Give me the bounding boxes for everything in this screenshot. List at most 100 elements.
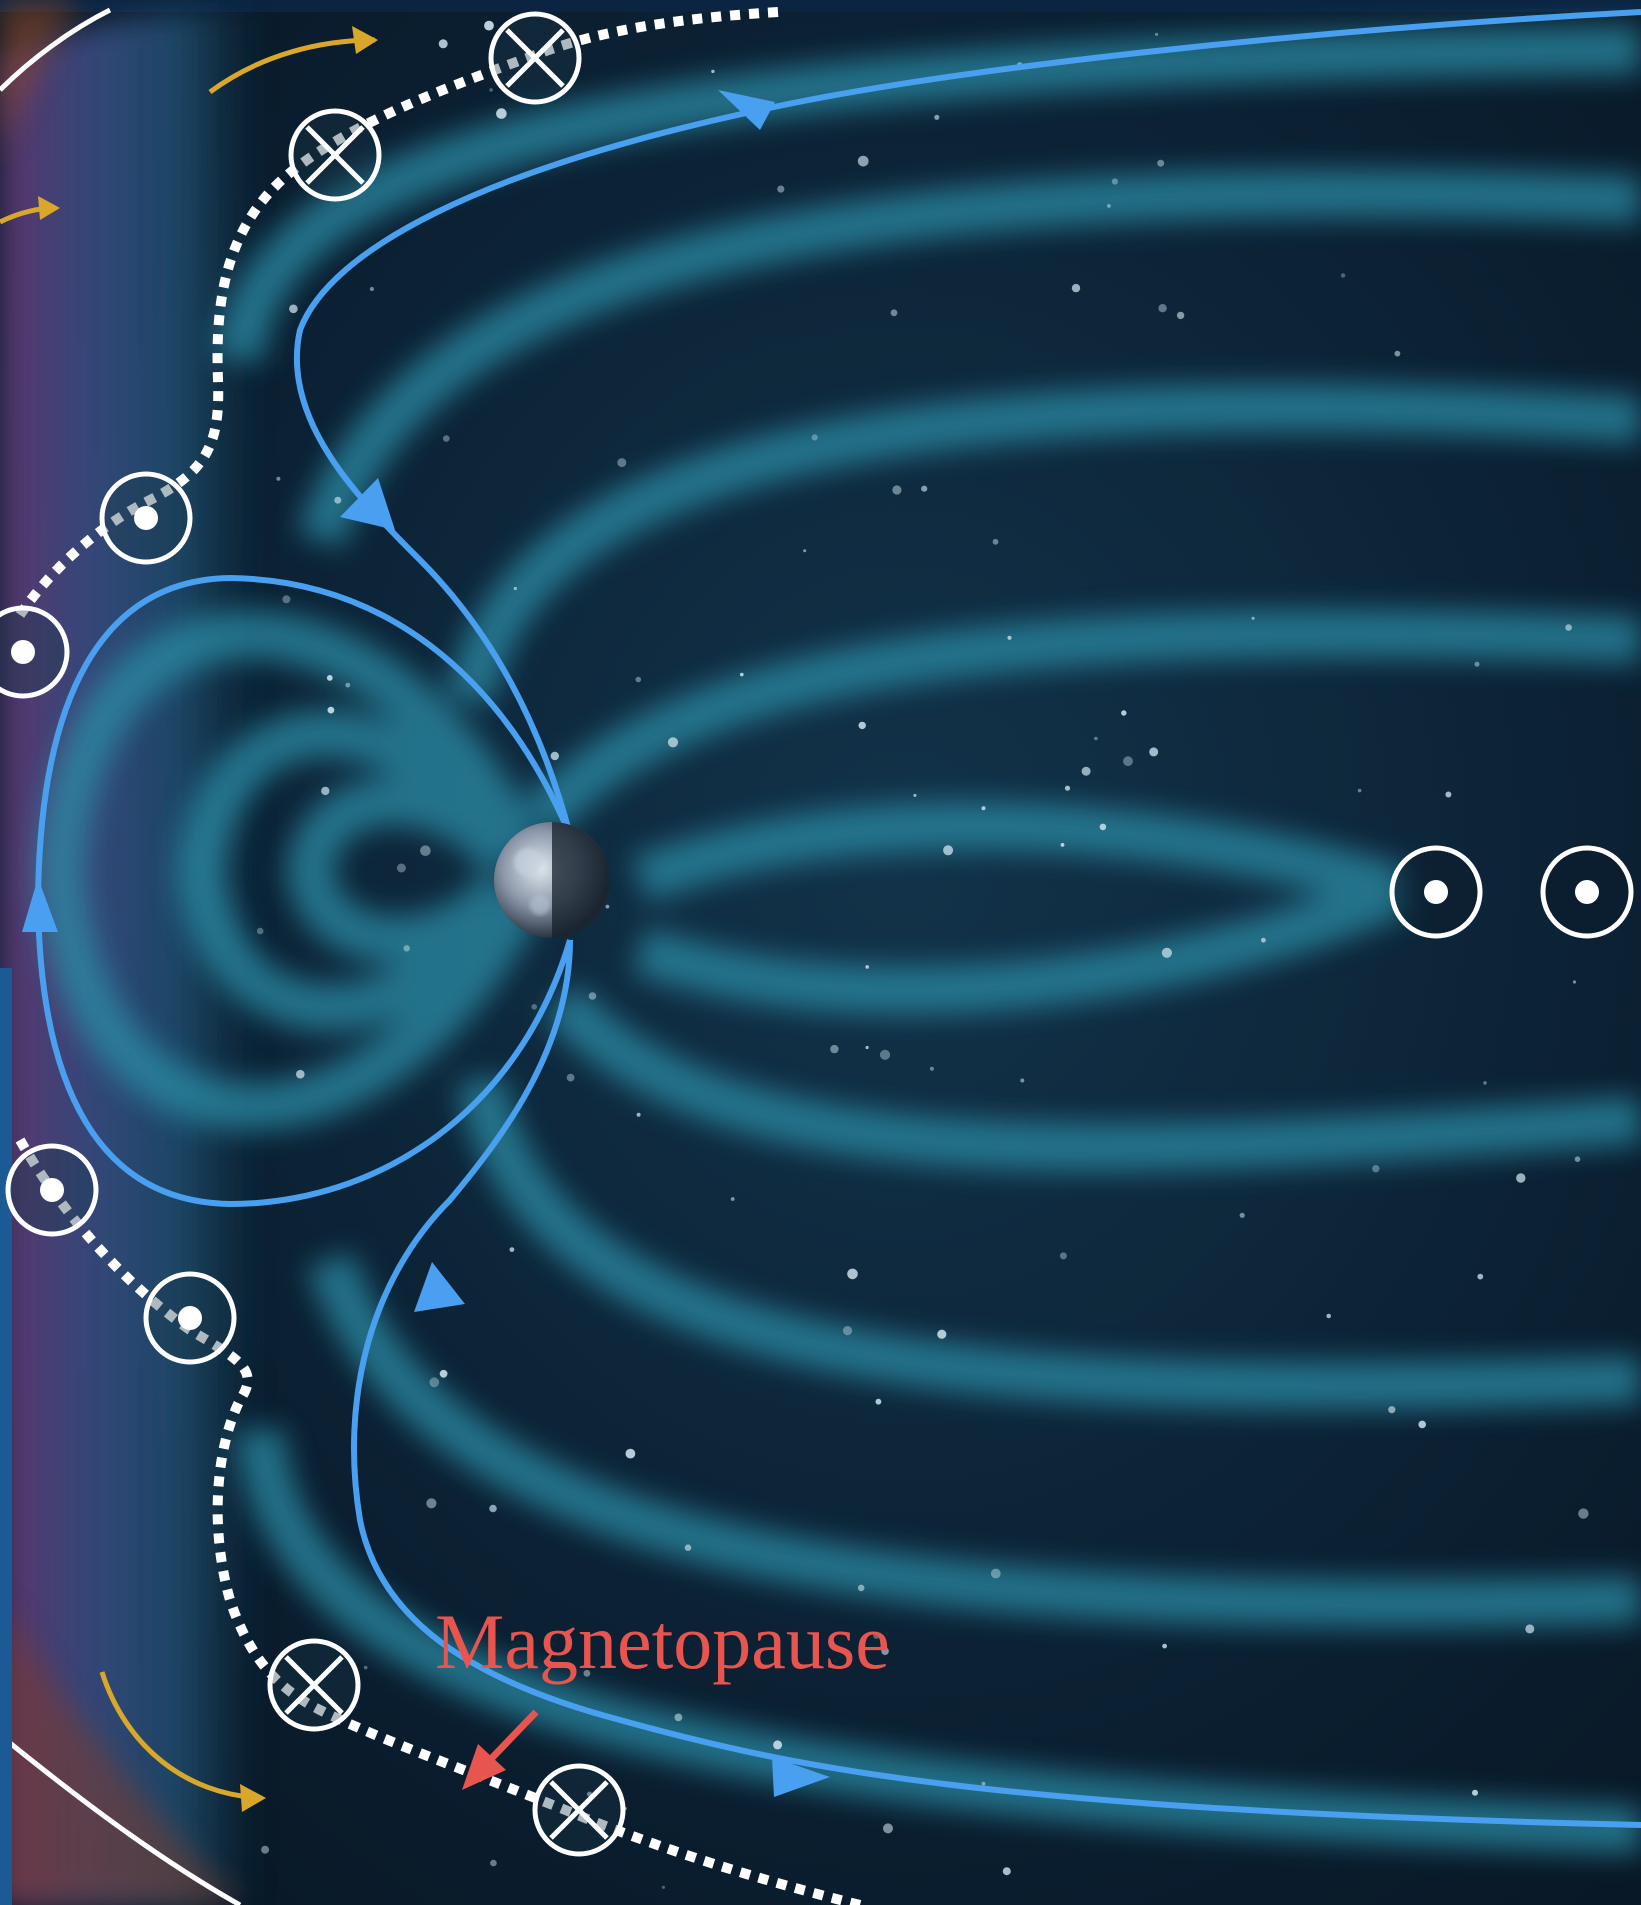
star [439,1369,448,1378]
star [1107,204,1111,208]
star [981,806,986,811]
current-out-of-page-symbols [0,471,1634,1365]
sheath-warm-tint [0,1600,240,1905]
star [509,1247,515,1252]
star [1525,1624,1535,1634]
star [327,706,335,714]
star [890,309,898,317]
star [513,586,517,591]
star [403,945,410,952]
magnetosheath-region [0,10,260,1905]
star [1158,304,1167,313]
star [1251,616,1255,620]
star [296,1069,305,1079]
circle-dot-icon [1540,845,1634,939]
star [875,1398,882,1405]
circle-x-icon [267,1638,361,1732]
star [1007,635,1012,640]
star [321,786,330,796]
circle-dot-icon [1389,845,1483,939]
star [661,1885,666,1889]
star [550,751,559,761]
star [667,737,679,748]
star [847,1268,858,1280]
solar-wind-arrow [99,1671,263,1801]
star [1071,283,1081,293]
star [674,1713,683,1722]
star [496,108,507,119]
star [289,304,298,314]
star [443,435,450,442]
star [1099,823,1107,831]
star [256,927,264,935]
star [282,595,291,604]
star [1565,624,1572,631]
star [892,485,902,495]
star [842,1326,853,1336]
field-arrowhead [772,1757,830,1797]
star [276,476,281,481]
star [583,1669,591,1677]
star [396,863,406,873]
star [369,286,374,292]
star [635,676,642,683]
star [1326,1313,1331,1319]
star [420,845,431,856]
magnetopause-label: Magnetopause [435,1598,890,1685]
star [865,965,869,969]
star [1472,1789,1478,1796]
star [1111,178,1118,185]
star [811,434,818,441]
field-arrowhead [340,478,395,530]
field-arrowhead [414,1262,465,1312]
star [830,1044,839,1054]
star [981,1781,986,1786]
star [1094,736,1098,741]
star [943,845,954,856]
magnetopause-pointer-arrow [462,1709,539,1790]
top-border [0,0,1641,12]
star [1161,947,1172,958]
left-edge-panel [0,968,12,1905]
star [1020,1078,1025,1083]
star [1394,350,1401,357]
star [326,675,333,681]
open-field-line-north [293,9,1641,836]
solar-wind-arrowhead [38,196,60,220]
circle-x-icon [488,11,582,105]
star [1445,791,1452,798]
bow-shock-bottom [0,1733,242,1905]
star [730,1197,735,1201]
star [1155,32,1159,37]
current-into-page-symbols [267,11,626,1857]
star [992,538,999,545]
magnetopause-boundary [15,7,862,1905]
star [489,88,493,92]
star [1372,1165,1380,1173]
star [617,458,627,468]
star [438,39,448,49]
star [334,496,342,504]
field-glow [35,26,1641,1854]
star [1483,1081,1487,1085]
star [1357,788,1362,793]
star [1162,1643,1167,1649]
star [684,1544,692,1551]
star [929,1066,934,1071]
star [1121,710,1127,716]
bow-shock-top [0,7,112,92]
star [625,1448,636,1459]
star [1340,273,1346,278]
star [426,1498,437,1509]
star [1516,1173,1526,1183]
circle-dot-icon [143,1271,237,1365]
star [531,1004,537,1010]
field-arrowhead [22,878,58,932]
earth [494,822,610,938]
star [1474,661,1480,667]
star [636,1112,641,1117]
star [873,1632,880,1639]
star [865,1045,869,1050]
star [1081,766,1091,776]
